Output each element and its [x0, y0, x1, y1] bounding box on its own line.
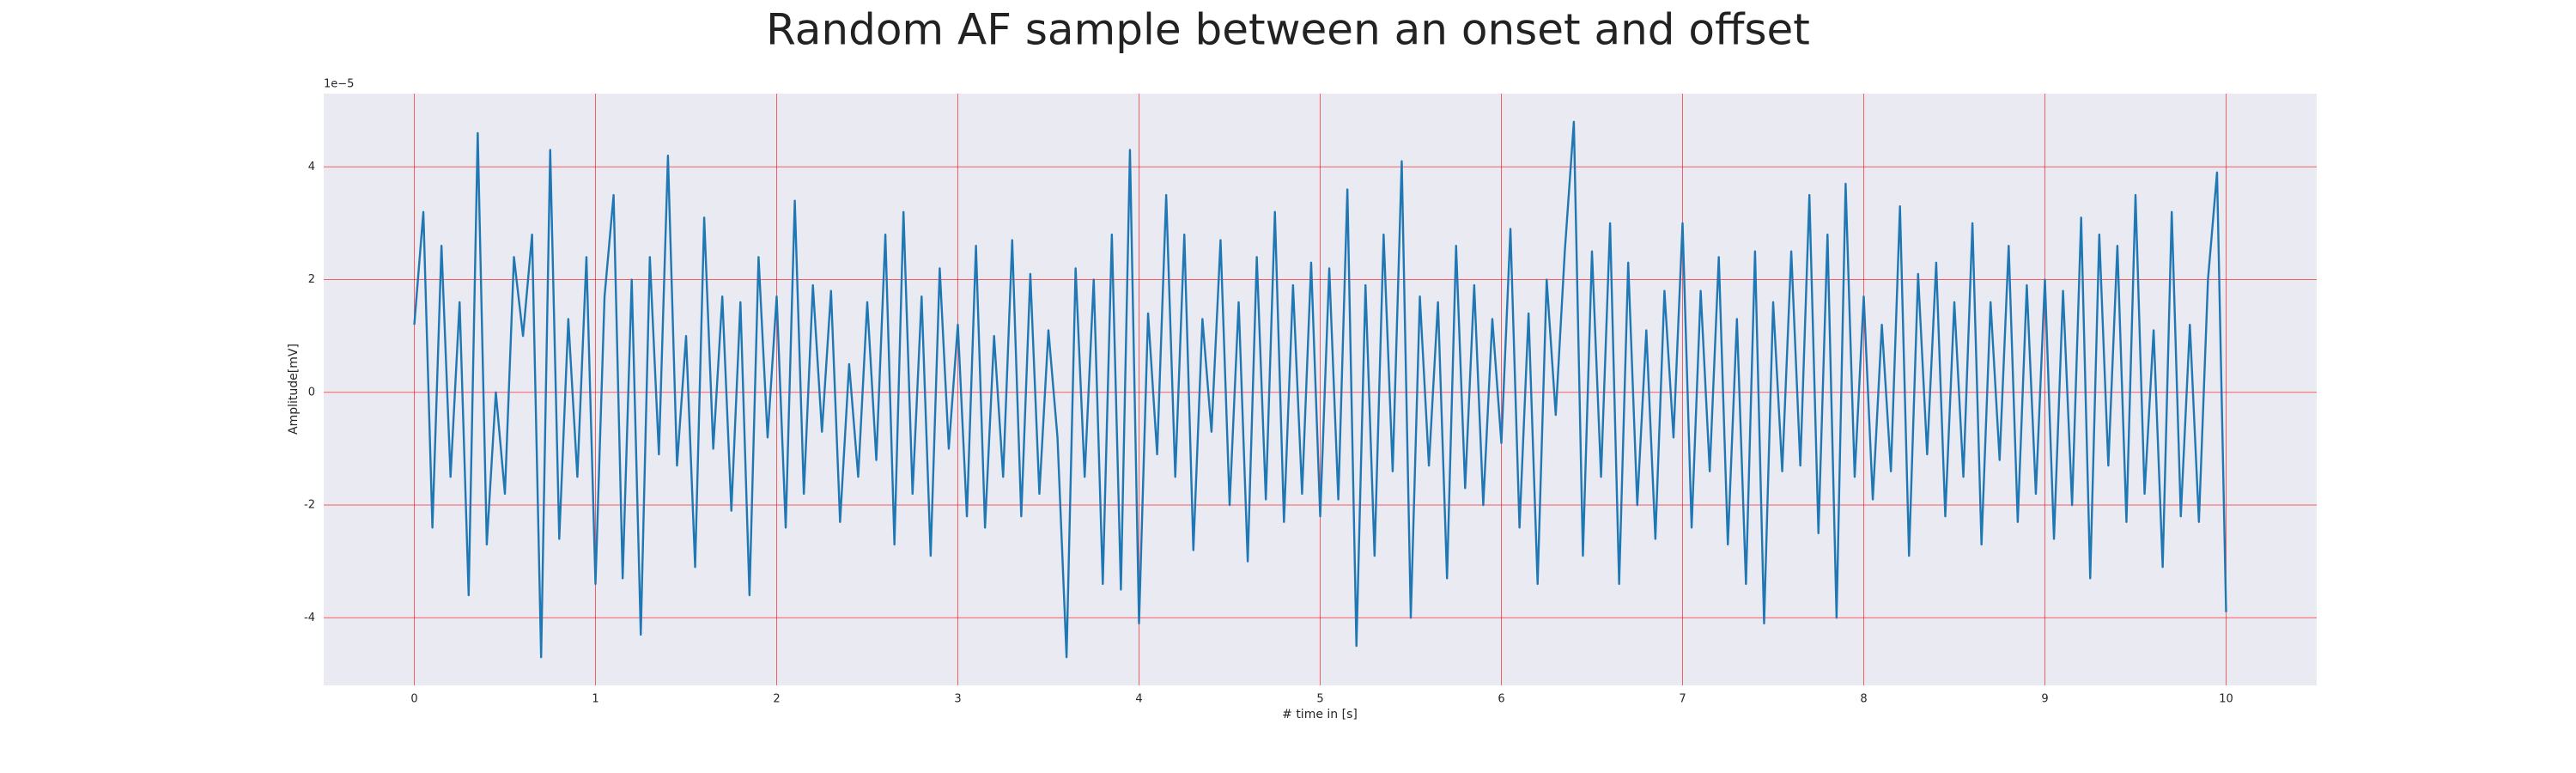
- x-axis-label: # time in [s]: [1282, 708, 1358, 721]
- x-tick-label: 9: [2041, 693, 2048, 706]
- chart-title: Random AF sample between an onset and of…: [766, 5, 1810, 55]
- x-tick-label: 10: [2219, 693, 2233, 706]
- x-tick-label: 0: [410, 693, 417, 706]
- y-tick-label: 0: [308, 386, 315, 399]
- x-tick-label: 8: [1860, 693, 1867, 706]
- signal-line: [413, 120, 2227, 659]
- x-tick-label: 2: [773, 693, 780, 706]
- y-tick-label: 4: [308, 161, 315, 173]
- x-tick-label: 1: [592, 693, 598, 706]
- x-tick-label: 3: [954, 693, 961, 706]
- x-tick-label: 7: [1679, 693, 1686, 706]
- y-offset-label: 1e−5: [324, 78, 354, 91]
- y-tick-label: -4: [304, 612, 315, 624]
- y-axis-label: Amplitude[mV]: [287, 344, 301, 435]
- x-tick-label: 6: [1498, 693, 1504, 706]
- x-tick-label: 4: [1135, 693, 1142, 706]
- y-tick-label: -2: [304, 499, 315, 512]
- x-tick-label: 5: [1316, 693, 1323, 706]
- y-tick-label: 2: [308, 273, 315, 286]
